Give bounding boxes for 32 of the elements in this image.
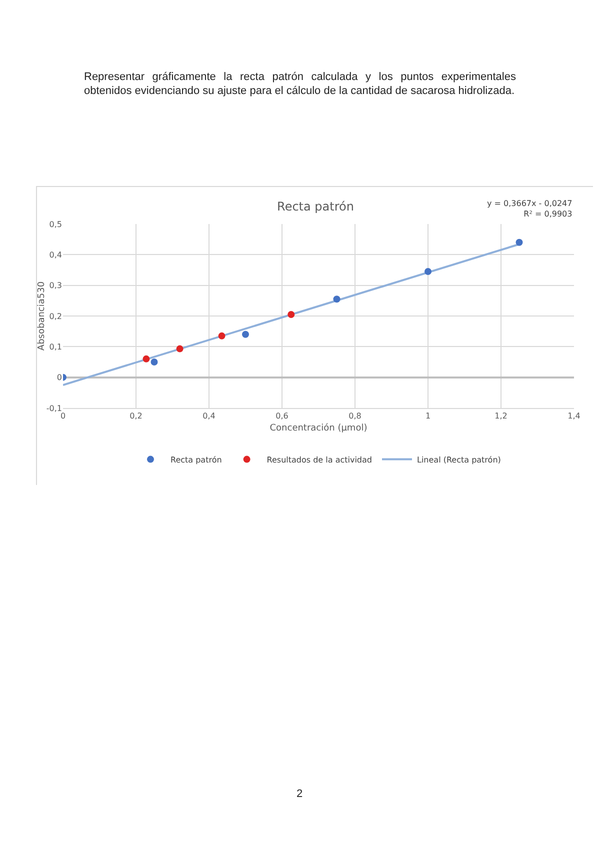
y-tick-label: 0 — [56, 373, 62, 382]
text: 2 — [295, 788, 304, 800]
point — [142, 355, 150, 362]
legend-label: Lineal (Recta patrón) — [417, 455, 501, 464]
point — [288, 310, 295, 318]
text: y = 0,3667x - 0,0247 R² = 0,9903 — [487, 199, 572, 218]
x-tick-label: 0,6 — [276, 412, 288, 421]
point — [150, 358, 158, 366]
y-tick-label: 0,3 — [49, 281, 62, 290]
point — [516, 238, 523, 246]
y-tick-label: 0,4 — [49, 250, 62, 260]
text: Representar gráficamente la recta patrón calculada y los puntos experimentales obtenidos evidenciando su ajuste para el cálculo de la cantidad de sacarosa hidrolizada. — [84, 70, 516, 98]
x-tick-label: 1,4 — [568, 412, 580, 421]
y-axis-title: Absobancia530 — [37, 281, 47, 351]
point — [333, 296, 340, 303]
y-tick-label: -0,1 — [46, 404, 62, 413]
x-tick-label: 1 — [425, 412, 431, 421]
legend-label: Recta patrón — [170, 455, 222, 464]
point — [424, 268, 432, 276]
x-tick-label: 1,2 — [494, 412, 508, 421]
x-axis-title: Concentración (µmol) — [270, 422, 368, 434]
y-tick-label: 0,1 — [49, 342, 62, 352]
point — [176, 345, 184, 352]
point — [242, 330, 249, 338]
x-tick-label: 0,8 — [348, 412, 362, 421]
chart-title: Recta patrón — [277, 199, 354, 214]
point — [218, 332, 226, 340]
x-tick-label: 0,2 — [130, 412, 142, 421]
y-tick-label: 0,5 — [49, 220, 62, 229]
legend-label: Resultados de la actividad — [266, 455, 372, 464]
y-tick-label: 0,2 — [49, 312, 62, 321]
x-tick-label: 0,4 — [202, 412, 216, 421]
